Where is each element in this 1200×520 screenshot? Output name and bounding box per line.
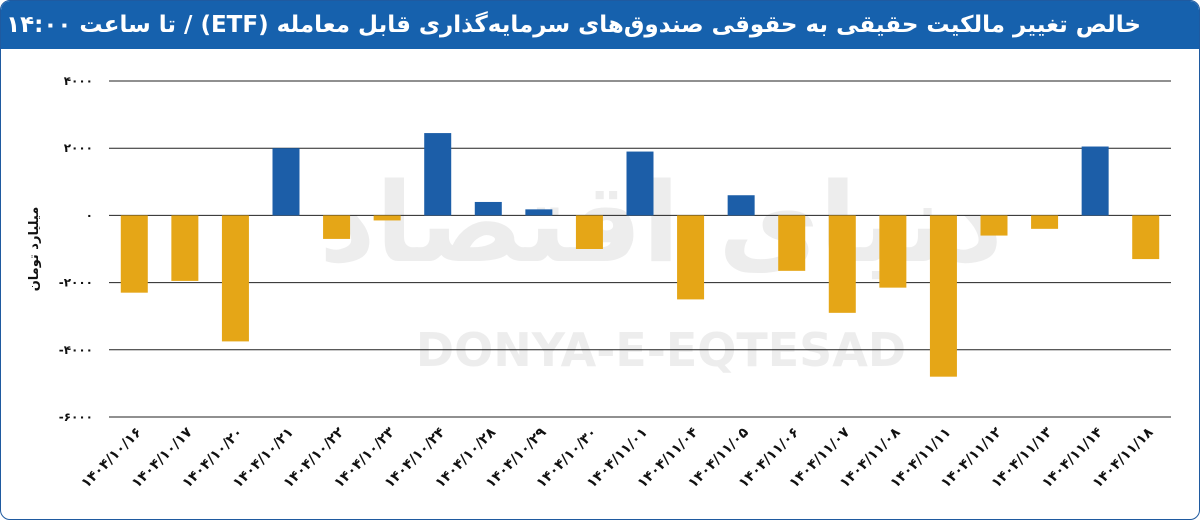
bar [1132, 215, 1160, 260]
y-tick-label: -۴۰۰۰ [59, 343, 93, 357]
bar [323, 215, 351, 239]
y-tick-label: ۰ [86, 208, 93, 222]
bar [879, 215, 907, 288]
bar [171, 215, 199, 281]
bar [1031, 215, 1059, 229]
bar [980, 215, 1008, 236]
bar [525, 209, 553, 216]
bar [626, 151, 654, 216]
x-axis-ticks: ۱۴۰۴/۱۰/۱۶۱۴۰۴/۱۰/۱۷۱۴۰۴/۱۰/۲۰۱۴۰۴/۱۰/۲۱… [78, 424, 1157, 491]
y-tick-label: -۶۰۰۰ [59, 410, 93, 424]
bar [474, 201, 502, 216]
bars [120, 133, 1160, 377]
bar [778, 215, 806, 271]
bar [1081, 146, 1109, 216]
bar [424, 133, 452, 216]
y-axis-ticks: ۴۰۰۰ ۲۰۰۰ ۰ -۲۰۰۰ -۴۰۰۰ -۶۰۰۰ [59, 74, 93, 424]
y-tick-label: ۴۰۰۰ [64, 74, 93, 88]
bar [373, 215, 401, 221]
y-tick-label: -۲۰۰۰ [59, 276, 93, 290]
bar [727, 195, 755, 216]
bar [120, 215, 148, 293]
bar [221, 215, 249, 342]
bar [272, 148, 300, 216]
bar [929, 215, 957, 377]
y-axis-label: میلیارد تومان [27, 207, 42, 292]
bar [677, 215, 705, 300]
chart-title: خالص تغییر مالکیت حقیقی به حقوقی صندوق‌ه… [6, 12, 1141, 38]
y-tick-label: ۲۰۰۰ [64, 141, 93, 155]
bar [575, 215, 603, 249]
chart-header: خالص تغییر مالکیت حقیقی به حقوقی صندوق‌ه… [1, 1, 1199, 49]
bar [828, 215, 856, 313]
